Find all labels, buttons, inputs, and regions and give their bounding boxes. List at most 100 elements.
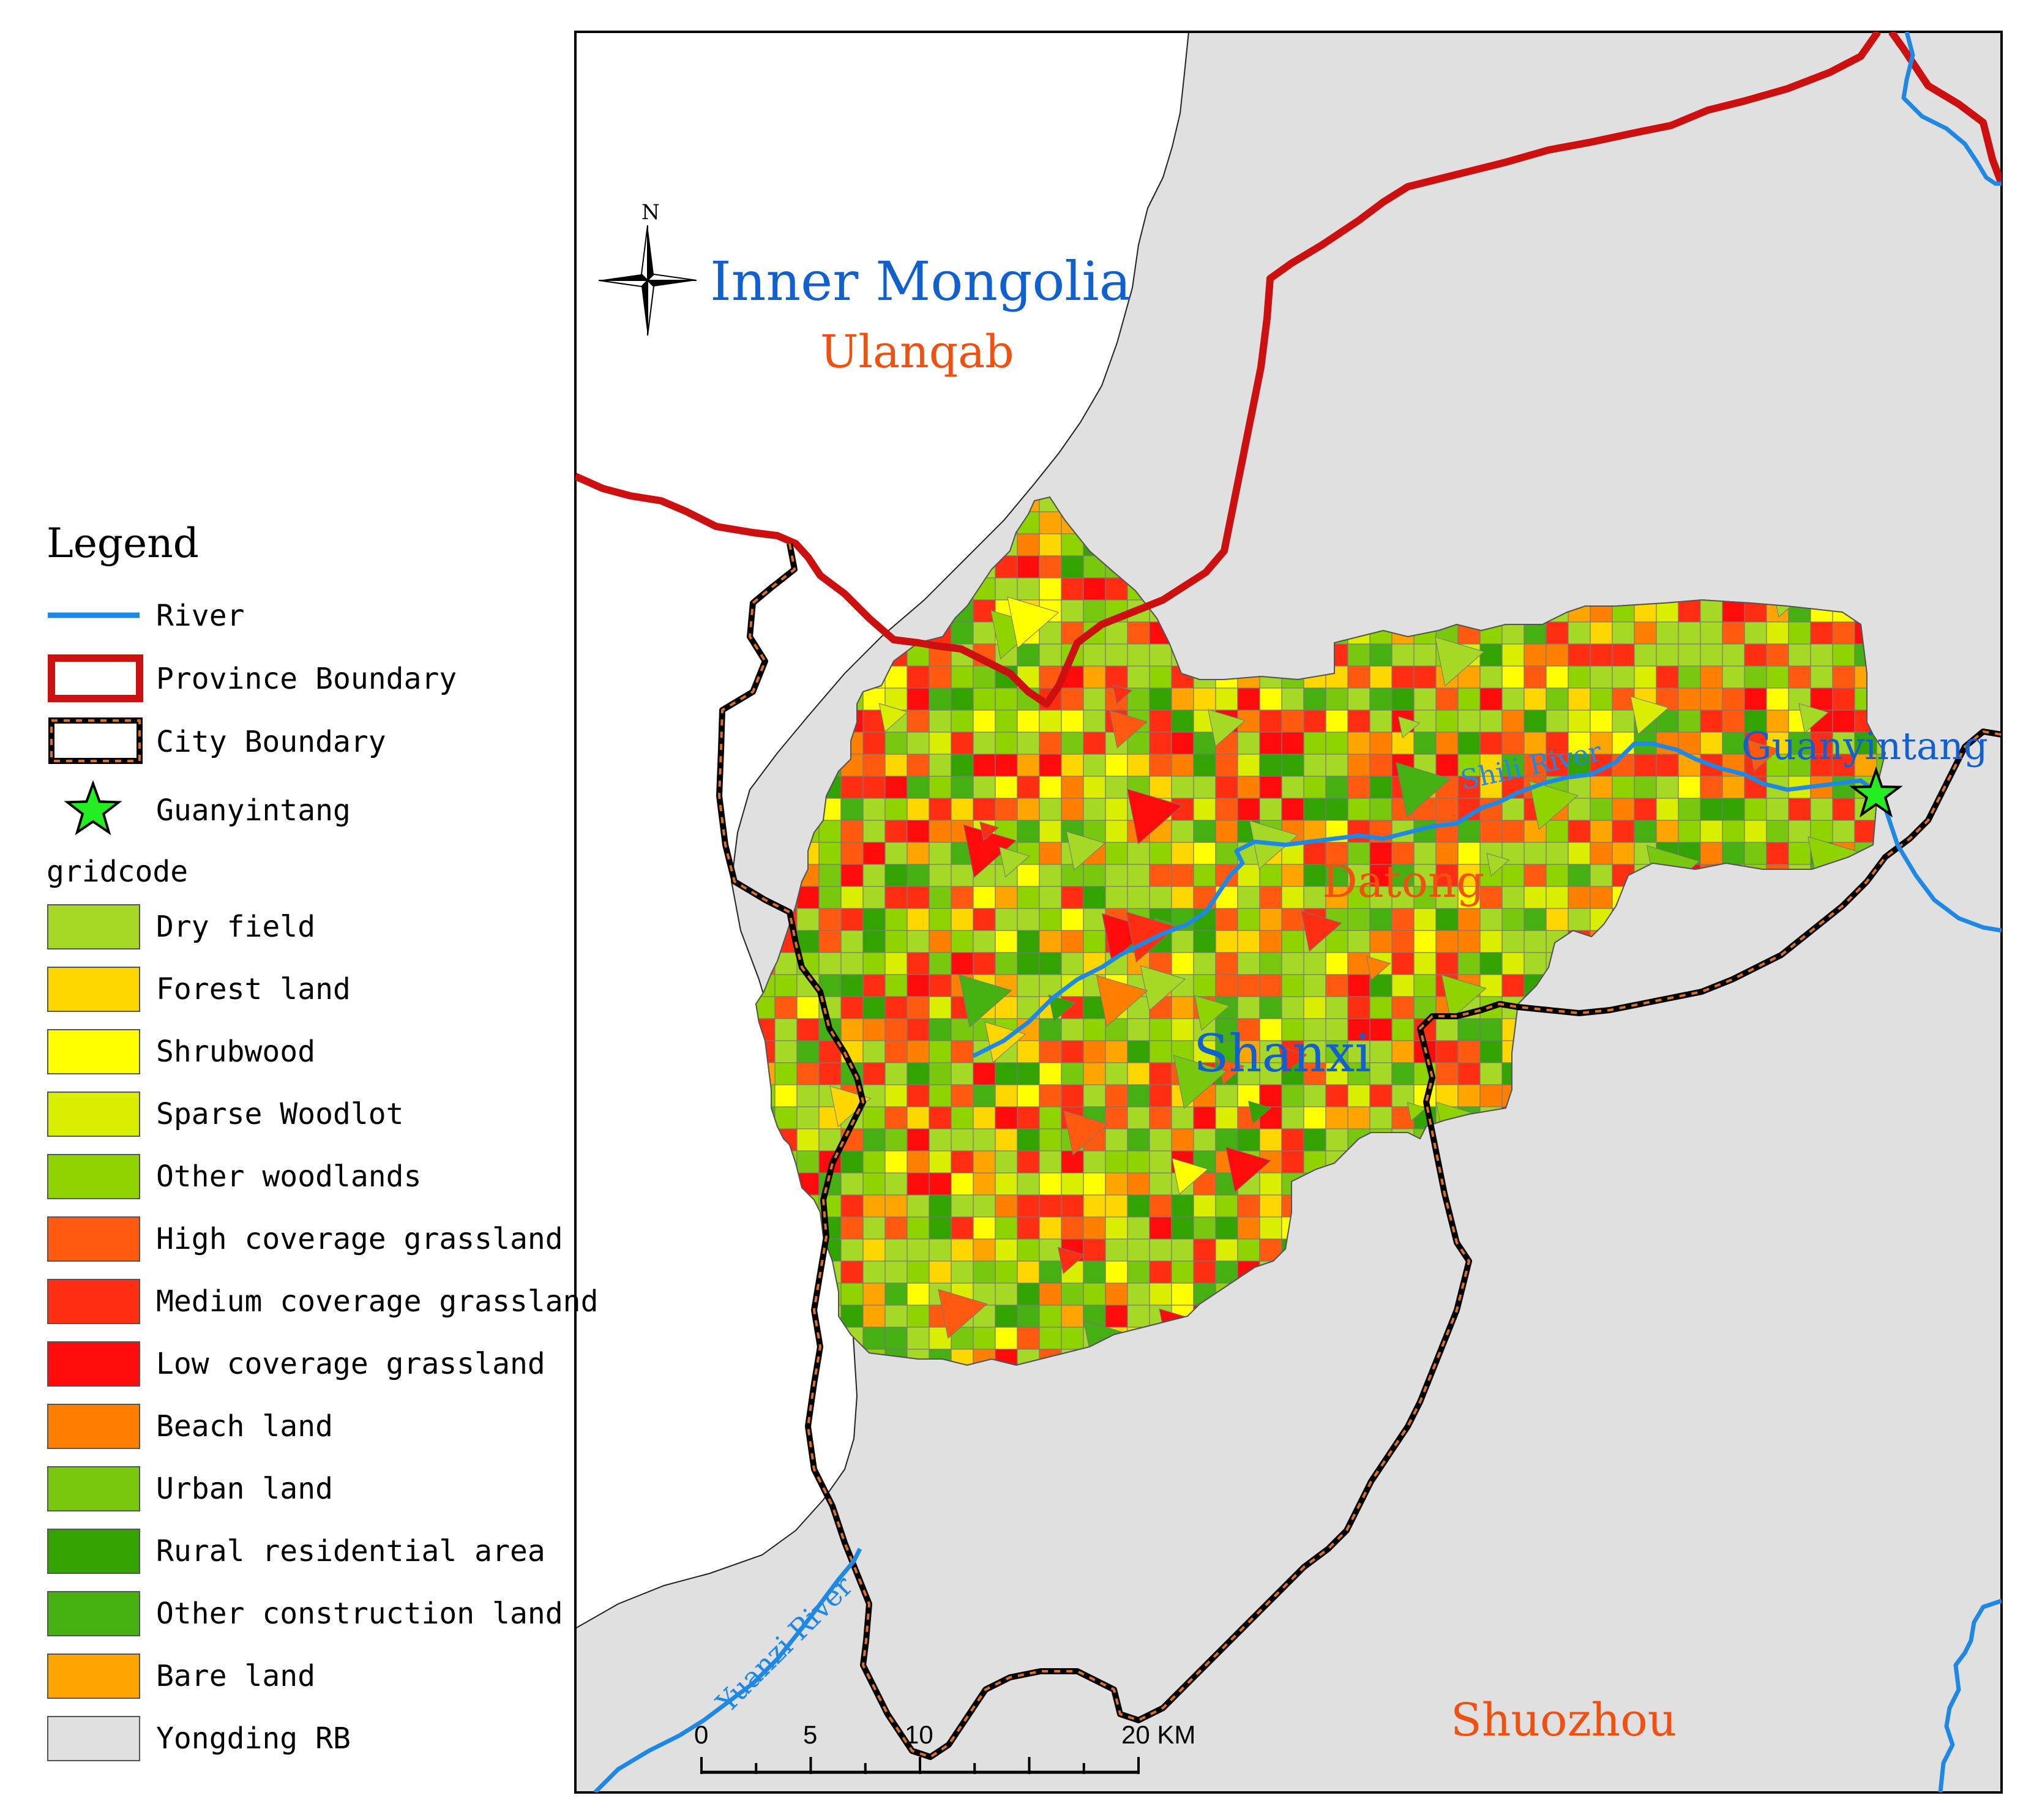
landuse-cell <box>1568 710 1591 733</box>
landuse-cell <box>1127 1018 1150 1041</box>
landuse-cell <box>1524 687 1547 711</box>
landuse-cell <box>951 1084 974 1107</box>
landuse-cell <box>1083 1216 1106 1240</box>
landuse-cell <box>840 1238 864 1262</box>
landuse-cell <box>995 1172 1018 1196</box>
landuse-cell <box>1039 1128 1062 1152</box>
landuse-cell <box>840 864 864 887</box>
landuse-cell <box>1832 820 1855 843</box>
landuse-cell <box>1435 908 1459 931</box>
landuse-cell <box>1546 621 1569 645</box>
landuse-cell <box>1369 710 1393 733</box>
landuse-cell <box>1457 732 1481 755</box>
landuse-cell <box>1810 798 1833 821</box>
landuse-cell <box>929 974 952 997</box>
landuse-cell <box>1435 732 1459 755</box>
landuse-cell <box>1369 996 1393 1019</box>
landuse-cell <box>929 1216 952 1240</box>
landuse-cell <box>840 798 864 821</box>
landuse-cell <box>1127 1238 1150 1262</box>
landuse-cell <box>1039 555 1062 579</box>
legend-label-river: River <box>156 599 245 633</box>
north-label: N <box>641 200 660 225</box>
landuse-cell <box>1568 864 1591 887</box>
landuse-cell <box>1634 820 1657 843</box>
landuse-cell <box>1413 930 1437 953</box>
landuse-cell <box>1501 732 1525 755</box>
landuse-cell <box>1479 754 1503 777</box>
landuse-cell <box>995 1216 1018 1240</box>
landuse-cell <box>907 776 930 799</box>
landuse-cell <box>1237 996 1260 1019</box>
landuse-cell <box>1061 886 1084 909</box>
landuse-patch <box>1630 695 1669 735</box>
landuse-cell <box>1524 665 1547 689</box>
landuse-cell <box>907 1327 930 1350</box>
landuse-patch <box>1486 853 1510 877</box>
landuse-cell <box>862 1238 886 1262</box>
landuse-cell <box>973 1106 996 1129</box>
landuse-cell <box>840 974 864 997</box>
landuse-cell <box>840 930 864 953</box>
landuse-cell <box>1612 776 1635 799</box>
landuse-cell <box>1259 1128 1282 1152</box>
landuse-cell <box>1149 886 1172 909</box>
landuse-cell <box>1039 643 1062 667</box>
landuse-cell <box>796 1084 820 1107</box>
landuse-cell <box>1149 1283 1172 1306</box>
landuse-cell <box>1700 621 1723 645</box>
landuse-cell <box>1017 1216 1040 1240</box>
landuse-cell <box>756 996 776 1019</box>
landuse-cell <box>1788 798 1811 821</box>
landuse-cell <box>862 798 886 821</box>
landuse-cell <box>1634 621 1657 645</box>
province-swatch <box>48 654 143 702</box>
landuse-cell <box>1083 1172 1106 1196</box>
landuse-cell <box>1127 1106 1150 1129</box>
landuse-cell <box>1788 665 1811 689</box>
landuse-cell <box>862 1084 886 1107</box>
landuse-cell <box>907 930 930 953</box>
landuse-cell <box>1083 886 1106 909</box>
landuse-cell <box>1017 1040 1040 1063</box>
landuse-cell <box>1215 687 1238 711</box>
landuse-cell <box>1369 886 1393 909</box>
landuse-cell <box>1810 665 1833 689</box>
landuse-cell <box>1105 1040 1128 1063</box>
landuse-cell <box>1061 1327 1084 1350</box>
landuse-cell <box>840 1283 864 1306</box>
landuse-cell <box>1347 754 1370 777</box>
landuse-cell <box>1061 1194 1084 1218</box>
landuse-cell <box>1546 908 1569 931</box>
north-arrow-icon: N <box>598 200 697 336</box>
landuse-cell <box>1105 820 1128 843</box>
landuse-cell <box>1590 776 1613 799</box>
landuse-cell <box>1237 908 1260 931</box>
legend-class-label: Sparse Woodlot <box>156 1097 404 1131</box>
landuse-cell <box>1083 754 1106 777</box>
landuse-cell <box>862 1150 886 1174</box>
landuse-cell <box>1017 710 1040 733</box>
landuse-cell <box>1237 732 1260 755</box>
landuse-cell <box>1127 864 1150 887</box>
landuse-cell <box>1347 864 1370 887</box>
landuse-cell <box>1193 842 1216 865</box>
landuse-cell <box>884 732 908 755</box>
landuse-cell <box>1105 798 1128 821</box>
landuse-cell <box>929 886 952 909</box>
landuse-cell <box>1369 908 1393 931</box>
landuse-cell <box>995 1260 1018 1284</box>
landuse-cell <box>1700 732 1723 755</box>
landuse-cell <box>929 820 952 843</box>
landuse-cell <box>1017 1128 1040 1152</box>
landuse-cell <box>1193 798 1216 821</box>
landuse-cell <box>1656 798 1679 821</box>
landuse-cell <box>1105 776 1128 799</box>
legend-title: Legend <box>47 520 199 567</box>
landuse-cell <box>1546 665 1569 689</box>
landuse-cell <box>929 1194 952 1218</box>
landuse-cell <box>1083 1018 1106 1041</box>
landuse-cell <box>1303 687 1326 711</box>
landuse-cell <box>884 1283 908 1306</box>
landuse-cell <box>1722 820 1745 843</box>
